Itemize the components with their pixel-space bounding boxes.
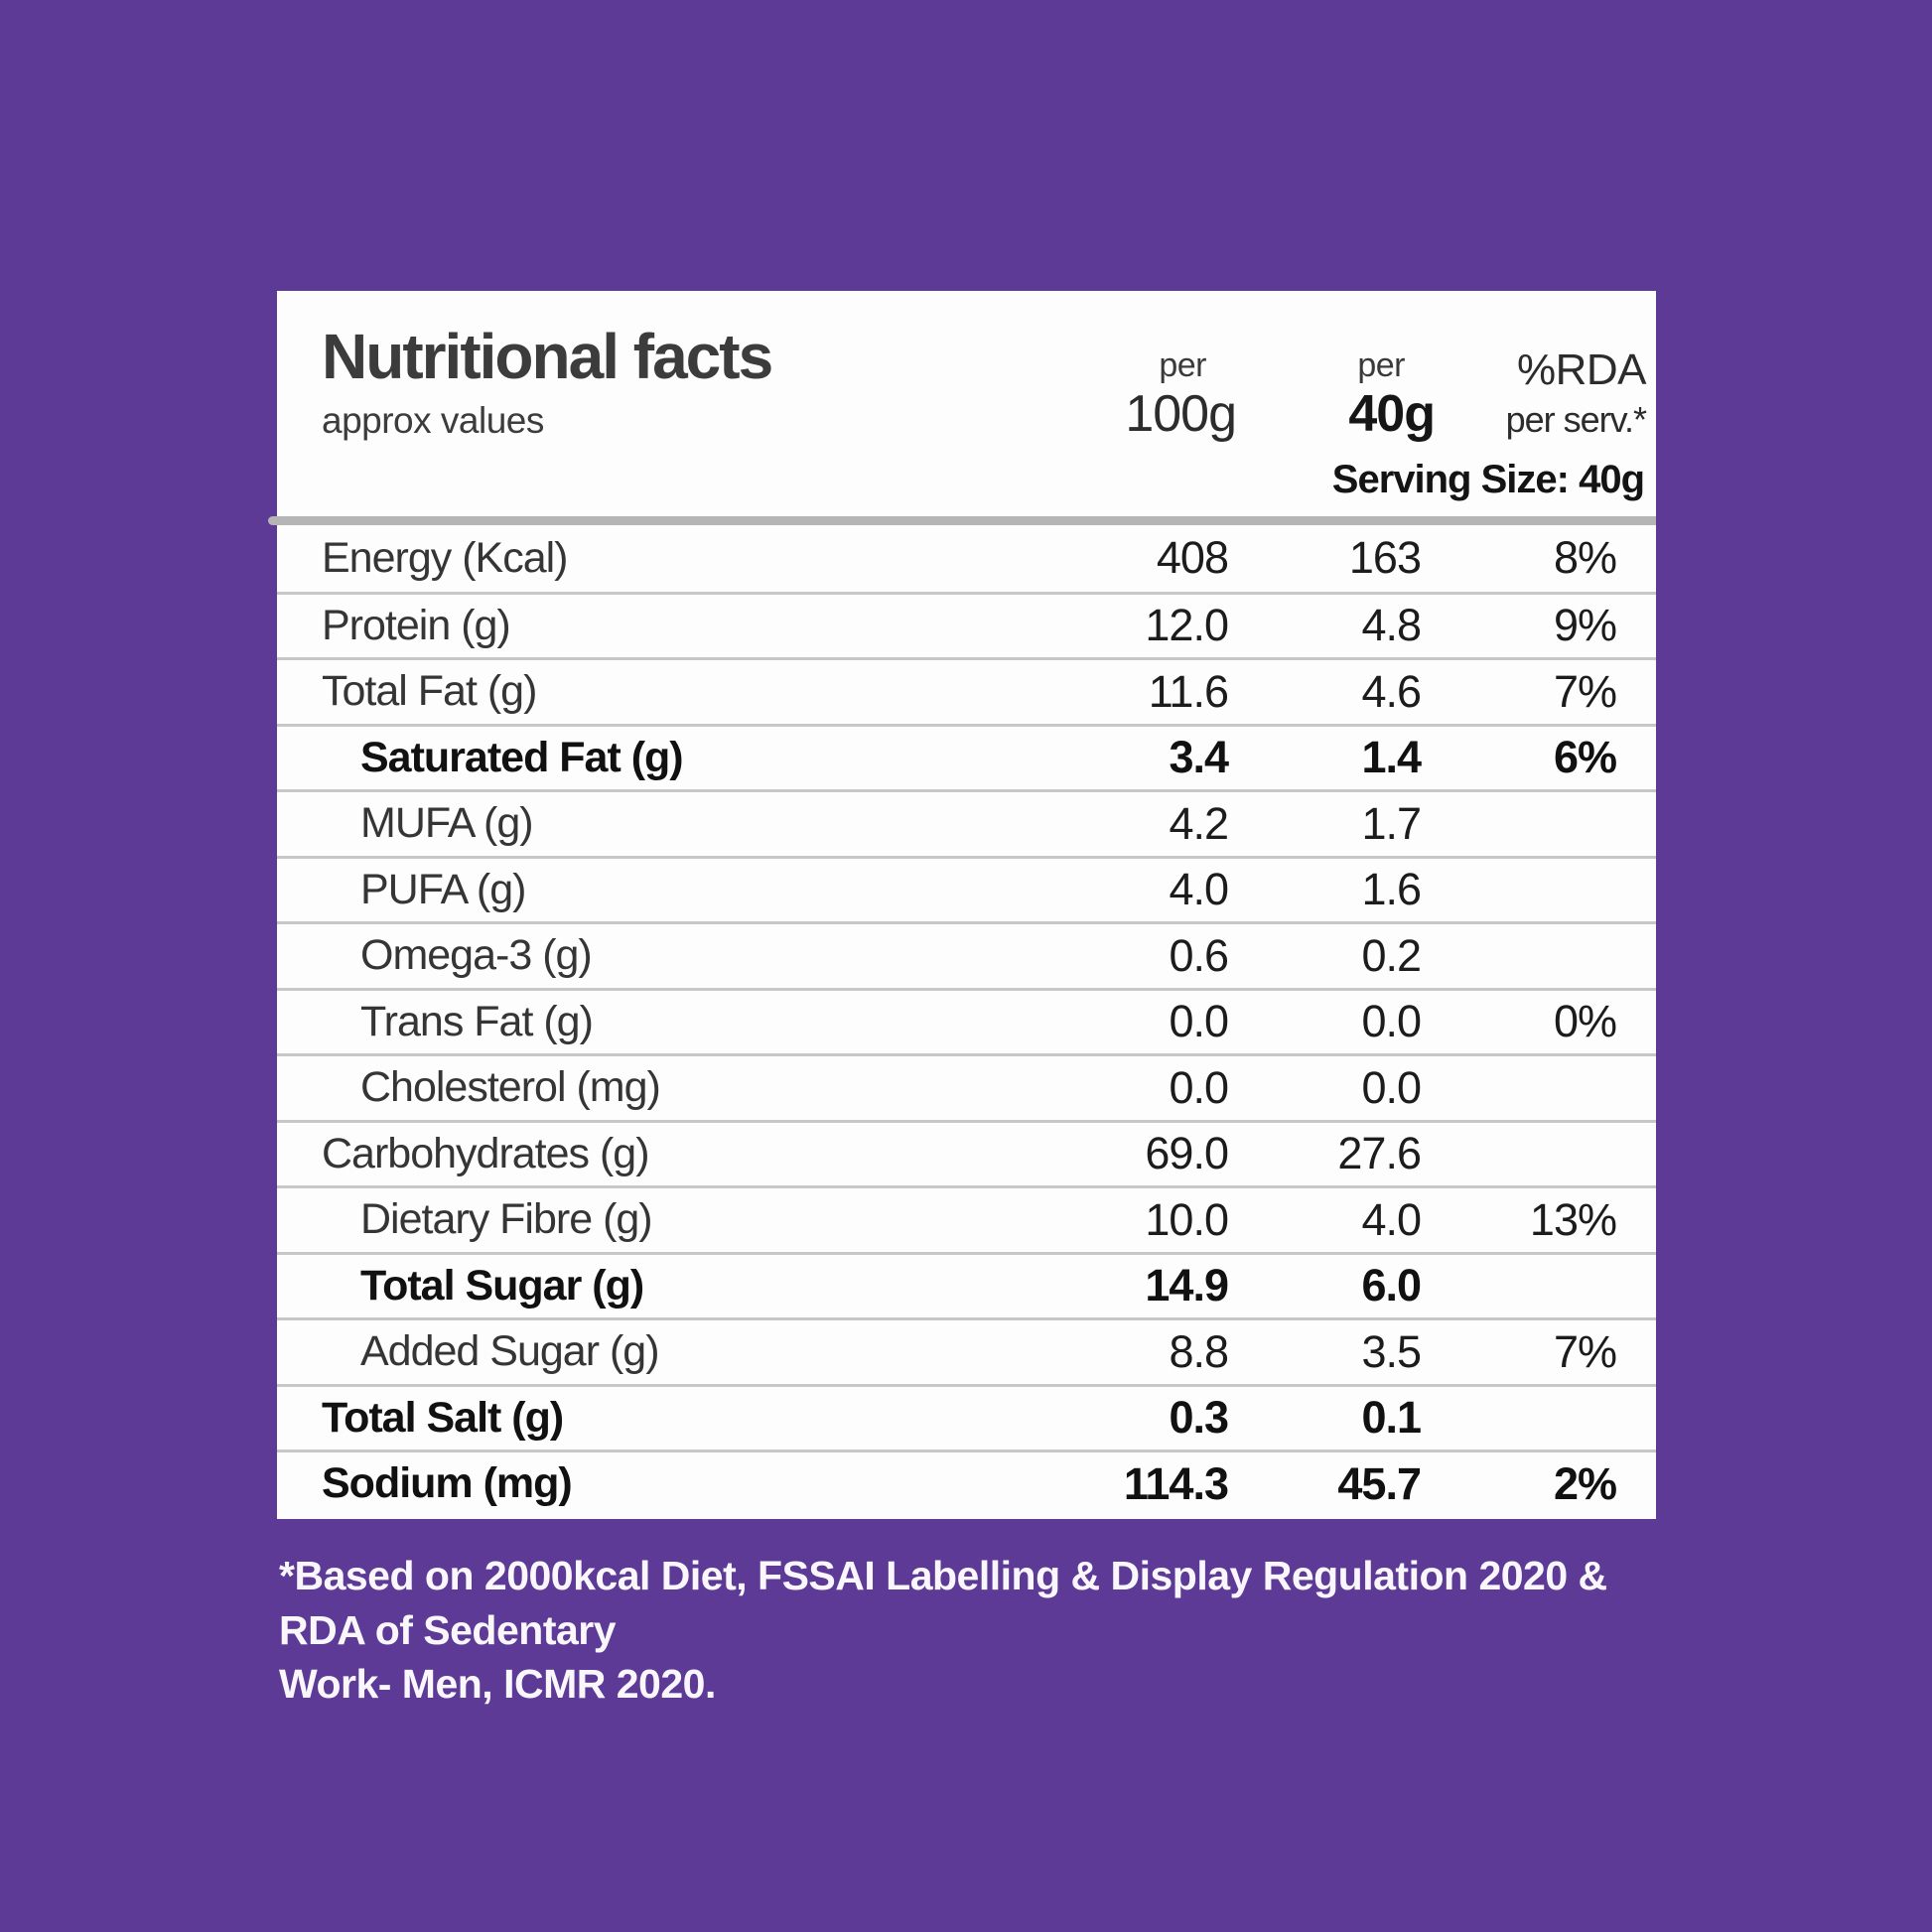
header-divider xyxy=(268,516,1656,525)
table-row: Energy (Kcal) 408 163 8% xyxy=(277,525,1656,592)
table-row: Omega-3 (g) 0.6 0.2 xyxy=(277,921,1656,988)
column-header-rda: %RDA per serv.* xyxy=(1435,325,1647,440)
per-100g-value: 8.8 xyxy=(1169,1325,1229,1377)
nutrient-label: Omega-3 (g) xyxy=(360,931,593,980)
table-row: Total Fat (g) 11.6 4.6 7% xyxy=(277,657,1656,724)
per-100g-value: 10.0 xyxy=(1145,1193,1229,1245)
nutrient-label: Energy (Kcal) xyxy=(322,533,568,582)
nutrition-table-body: Energy (Kcal) 408 163 8% Protein (g) 12.… xyxy=(277,525,1656,1516)
nutrient-label: MUFA (g) xyxy=(360,799,534,848)
per-100g-value: 4.0 xyxy=(1169,864,1229,915)
table-row: Cholesterol (mg) 0.0 0.0 xyxy=(277,1053,1656,1120)
rda-value: 8% xyxy=(1553,532,1617,584)
column-header-per-40g-line2: 40g xyxy=(1348,385,1436,443)
column-header-per-40g: per 40g xyxy=(1236,325,1436,443)
per-100g-value: 12.0 xyxy=(1145,600,1229,651)
card-header: Nutritional facts approx values per 100g… xyxy=(277,291,1656,442)
per-100g-value: 114.3 xyxy=(1123,1457,1229,1509)
table-row: Sodium (mg) 114.3 45.7 2% xyxy=(277,1449,1656,1516)
per-100g-value: 4.2 xyxy=(1169,797,1229,849)
per-40g-value: 0.2 xyxy=(1361,929,1422,981)
table-row: Saturated Fat (g) 3.4 1.4 6% xyxy=(277,723,1656,790)
nutrient-label: Cholesterol (mg) xyxy=(360,1063,661,1112)
title-block: Nutritional facts approx values xyxy=(277,325,1024,442)
per-40g-value: 4.8 xyxy=(1361,600,1422,651)
per-40g-value: 0.0 xyxy=(1361,1061,1422,1113)
page-title: Nutritional facts xyxy=(322,321,773,392)
table-row: Carbohydrates (g) 69.0 27.6 xyxy=(277,1119,1656,1186)
rda-value: 6% xyxy=(1553,732,1617,783)
per-100g-value: 14.9 xyxy=(1145,1260,1229,1311)
per-100g-value: 408 xyxy=(1156,532,1229,584)
per-40g-value: 27.6 xyxy=(1337,1128,1422,1179)
column-header-per-40g-line1: per xyxy=(1357,346,1405,384)
per-40g-value: 4.0 xyxy=(1361,1193,1422,1245)
per-100g-value: 3.4 xyxy=(1169,732,1229,783)
per-100g-value: 0.0 xyxy=(1169,996,1229,1047)
per-40g-value: 1.6 xyxy=(1361,864,1422,915)
nutrient-label: Total Fat (g) xyxy=(322,667,537,716)
table-row: Total Salt (g) 0.3 0.1 xyxy=(277,1383,1656,1450)
rda-value: 13% xyxy=(1529,1193,1617,1245)
table-row: Total Sugar (g) 14.9 6.0 xyxy=(277,1251,1656,1318)
table-row: Protein (g) 12.0 4.8 9% xyxy=(277,591,1656,658)
per-40g-value: 163 xyxy=(1348,532,1422,584)
nutrient-label: Sodium (mg) xyxy=(322,1459,573,1508)
serving-size-label: Serving Size: 40g xyxy=(1331,458,1645,501)
rda-value: 7% xyxy=(1553,665,1617,717)
nutrient-label: PUFA (g) xyxy=(360,865,526,913)
nutrient-label: Protein (g) xyxy=(322,601,511,649)
per-100g-value: 0.0 xyxy=(1169,1061,1229,1113)
rda-value: 9% xyxy=(1553,600,1617,651)
table-row: PUFA (g) 4.0 1.6 xyxy=(277,855,1656,922)
per-40g-value: 0.1 xyxy=(1361,1392,1422,1444)
footnote: *Based on 2000kcal Diet, FSSAI Labelling… xyxy=(279,1549,1669,1712)
column-header-rda-line2: per serv.* xyxy=(1505,399,1647,440)
per-40g-value: 0.0 xyxy=(1361,996,1422,1047)
table-row: Trans Fat (g) 0.0 0.0 0% xyxy=(277,987,1656,1054)
nutrient-label: Total Sugar (g) xyxy=(360,1261,644,1310)
footnote-line-2: Work- Men, ICMR 2020. xyxy=(279,1661,716,1708)
table-row: MUFA (g) 4.2 1.7 xyxy=(277,789,1656,856)
nutrient-label: Dietary Fibre (g) xyxy=(360,1195,653,1244)
column-header-per-100g-line1: per xyxy=(1159,346,1206,384)
table-row: Added Sugar (g) 8.8 3.5 7% xyxy=(277,1317,1656,1384)
per-100g-value: 0.6 xyxy=(1169,929,1229,981)
subtitle-approx-values: approx values xyxy=(322,400,544,441)
per-40g-value: 6.0 xyxy=(1361,1260,1422,1311)
nutrient-label: Carbohydrates (g) xyxy=(322,1129,650,1177)
rda-value: 0% xyxy=(1553,996,1617,1047)
nutrient-label: Saturated Fat (g) xyxy=(360,733,684,781)
per-100g-value: 11.6 xyxy=(1148,665,1229,717)
per-100g-value: 69.0 xyxy=(1145,1128,1229,1179)
nutrient-label: Added Sugar (g) xyxy=(360,1327,660,1376)
footnote-line-1: *Based on 2000kcal Diet, FSSAI Labelling… xyxy=(279,1553,1607,1653)
per-40g-value: 45.7 xyxy=(1337,1457,1422,1509)
per-40g-value: 1.7 xyxy=(1361,797,1422,849)
column-header-per-100g: per 100g xyxy=(1024,325,1237,443)
nutrient-label: Total Salt (g) xyxy=(322,1393,564,1442)
per-40g-value: 4.6 xyxy=(1361,665,1422,717)
nutrition-facts-card: Nutritional facts approx values per 100g… xyxy=(268,291,1656,1519)
table-row: Dietary Fibre (g) 10.0 4.0 13% xyxy=(277,1185,1656,1252)
per-40g-value: 3.5 xyxy=(1361,1325,1422,1377)
column-header-per-100g-line2: 100g xyxy=(1125,385,1237,443)
rda-value: 7% xyxy=(1553,1325,1617,1377)
rda-value: 2% xyxy=(1553,1457,1617,1509)
column-header-rda-line1: %RDA xyxy=(1516,345,1647,394)
per-40g-value: 1.4 xyxy=(1361,732,1422,783)
per-100g-value: 0.3 xyxy=(1169,1392,1229,1444)
nutrient-label: Trans Fat (g) xyxy=(360,997,594,1045)
